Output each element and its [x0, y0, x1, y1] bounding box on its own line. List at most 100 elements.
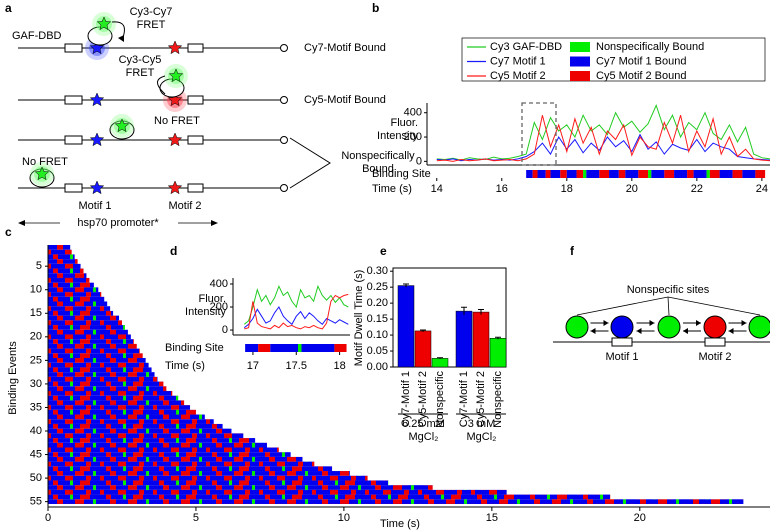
- group-label: 6.25 mM MgCl₂: [402, 418, 445, 443]
- binding-event: [48, 386, 167, 391]
- arrowhead: [636, 328, 642, 334]
- binding-segment: [560, 170, 567, 178]
- y-tick-label: 0.25: [367, 281, 388, 293]
- binding-segment: [693, 170, 707, 178]
- legend-label: Cy7 Motif 1 Bound: [596, 55, 687, 67]
- y-tick-label: 35: [30, 401, 42, 413]
- x-tick-label: 17: [247, 360, 259, 372]
- error-bar: [403, 283, 409, 288]
- y-tick-label: 25: [30, 354, 42, 366]
- x-axis-label: Time (s): [372, 183, 412, 195]
- star: [89, 40, 105, 55]
- binding-event: [48, 282, 94, 288]
- binding-event: [48, 306, 111, 311]
- binding-event: [48, 419, 214, 424]
- binding-segment: [576, 170, 584, 178]
- binding-segment: [334, 344, 347, 352]
- legend-swatch: [570, 71, 590, 81]
- binding-event: [48, 381, 164, 387]
- dna-end: [280, 136, 288, 144]
- site: [610, 315, 634, 339]
- y-tick-label: 0.30: [367, 265, 388, 277]
- y-tick-label: 200: [210, 301, 228, 313]
- binding-segment: [298, 344, 302, 352]
- binding-event: [48, 376, 158, 382]
- binding-event: [48, 494, 611, 500]
- panel-label: f: [570, 244, 575, 258]
- label: No FRET: [154, 115, 200, 127]
- binding-event: [48, 254, 75, 260]
- legend-swatch: [570, 56, 590, 67]
- motif-box: [187, 135, 204, 145]
- y-tick-label: 20: [30, 331, 42, 343]
- binding-segment: [566, 170, 577, 178]
- binding-segment: [258, 344, 271, 352]
- panel-label: a: [5, 1, 12, 15]
- binding-event: [48, 259, 78, 264]
- binding-segment: [709, 170, 720, 178]
- x-tick-label: 15: [486, 512, 498, 524]
- binding-event: [48, 409, 196, 415]
- pointer: [667, 296, 761, 316]
- site: [703, 315, 727, 339]
- y-tick-label: 5: [36, 260, 42, 272]
- binding-segment: [550, 170, 561, 178]
- protein: [87, 26, 113, 46]
- label: Motif 2: [698, 351, 731, 363]
- y-tick-label: 30: [30, 378, 42, 390]
- binding-segment: [706, 170, 710, 178]
- x-axis-label: Time (s): [165, 360, 205, 372]
- star: [96, 16, 112, 31]
- arrowhead: [741, 320, 747, 326]
- star: [89, 92, 105, 107]
- binding-segment: [651, 170, 665, 178]
- y-tick-label: 400: [404, 107, 422, 119]
- binding-event: [48, 480, 389, 486]
- binding-segment: [732, 170, 743, 178]
- binding-event: [48, 329, 128, 335]
- label: Motif 2: [168, 200, 201, 212]
- binding-event: [48, 287, 99, 293]
- x-tick-label: 22: [691, 183, 703, 195]
- motif-box: [187, 183, 204, 193]
- y-tick-label: 40: [30, 425, 42, 437]
- motif-box: [64, 135, 83, 145]
- star: [168, 68, 184, 83]
- bar: [414, 330, 432, 368]
- binding-event: [48, 428, 232, 434]
- binding-event: [48, 456, 303, 462]
- bar: [489, 338, 507, 368]
- binding-event: [48, 390, 173, 396]
- dna-end: [280, 44, 288, 52]
- series-line: [243, 306, 349, 329]
- binding-site-label: Binding Site: [372, 168, 431, 180]
- motif-box: [64, 95, 83, 105]
- error-bar: [420, 329, 426, 332]
- star: [114, 118, 130, 133]
- binding-segment: [583, 170, 587, 178]
- pointer: [667, 296, 670, 316]
- y-axis-label: Fluor. Intensity: [377, 117, 418, 142]
- star: [167, 132, 183, 147]
- binding-segment: [719, 170, 733, 178]
- motif-box: [187, 43, 204, 53]
- label: Motif 1: [605, 351, 638, 363]
- binding-event: [48, 442, 267, 448]
- motif-box: [64, 43, 83, 53]
- label: Cy5-Motif Bound: [304, 94, 386, 106]
- binding-event: [48, 414, 205, 420]
- label: Nonspecifically Bound: [341, 150, 415, 175]
- x-tick-label: 18: [561, 183, 573, 195]
- bar: [431, 358, 449, 368]
- pointer: [576, 296, 669, 316]
- panel-label: e: [380, 244, 387, 258]
- site: [748, 315, 770, 339]
- star: [167, 40, 183, 55]
- y-tick-label: 15: [30, 307, 42, 319]
- binding-event: [48, 277, 90, 283]
- motif-box: [187, 95, 204, 105]
- bracket: [289, 137, 331, 189]
- label: GAF-DBD: [12, 30, 62, 42]
- binding-event: [48, 362, 149, 368]
